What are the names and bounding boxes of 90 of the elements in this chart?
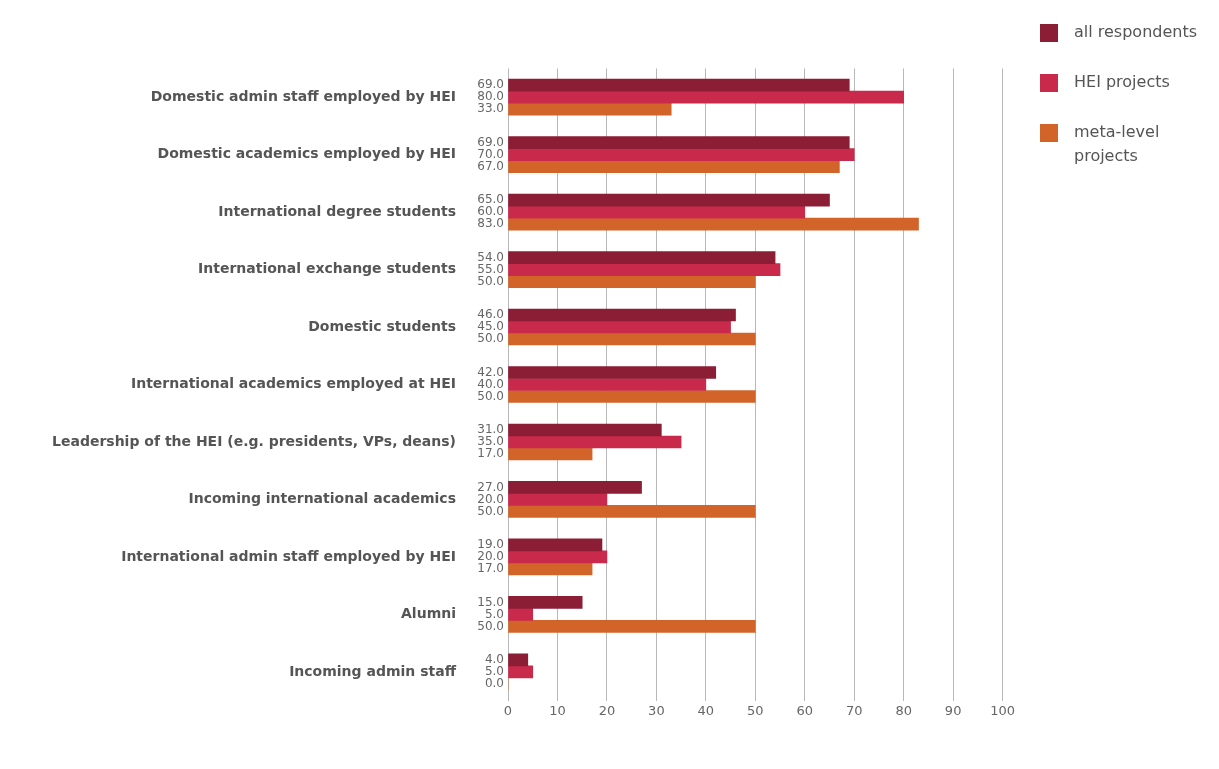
bar xyxy=(508,665,534,679)
bar xyxy=(508,308,736,322)
y-tick-label: International degree students xyxy=(218,202,456,219)
data-label: 33.0 xyxy=(477,101,504,116)
x-tick-label: 100 xyxy=(990,702,1016,718)
y-tick-label: Incoming international academics xyxy=(188,490,456,507)
y-tick-label: International academics employed at HEI xyxy=(130,375,456,392)
bar xyxy=(508,596,583,609)
x-tick-label: 50 xyxy=(747,702,764,718)
data-label: 42.0 xyxy=(477,364,504,379)
data-label: 19.0 xyxy=(477,537,504,552)
y-tick-label: International admin staff employed by HEI xyxy=(121,547,456,564)
bar xyxy=(508,148,855,161)
bar xyxy=(508,505,756,518)
x-tick-label: 60 xyxy=(796,702,814,718)
data-label: 17.0 xyxy=(477,446,504,461)
bar xyxy=(508,78,850,92)
x-tick-label: 80 xyxy=(895,702,912,718)
data-label: 50.0 xyxy=(477,388,504,403)
bar xyxy=(508,538,603,552)
data-label: 45.0 xyxy=(477,319,504,334)
y-tick-label: Domestic admin staff employed by HEI xyxy=(150,87,456,104)
data-label: 20.0 xyxy=(477,549,504,564)
data-label: 55.0 xyxy=(477,261,504,276)
bar xyxy=(508,251,776,264)
data-label: 50.0 xyxy=(477,503,504,518)
data-label: 5.0 xyxy=(484,606,504,621)
y-tick-label: Leadership of the HEI (e.g. presidents, VPs, deans) xyxy=(52,432,456,449)
y-tick-label: Domestic academics employed by HEI xyxy=(157,145,456,162)
bar xyxy=(508,275,756,288)
data-label: 20.0 xyxy=(477,491,504,506)
bar xyxy=(508,160,840,173)
bar xyxy=(508,90,905,104)
bar xyxy=(508,217,919,231)
bar xyxy=(508,205,806,219)
data-label: 5.0 xyxy=(484,663,504,678)
data-label: 15.0 xyxy=(477,594,504,609)
legend-label: meta-level projects xyxy=(1074,121,1161,167)
y-tick-label: Domestic students xyxy=(308,317,456,334)
data-label: 60.0 xyxy=(477,204,504,219)
bar xyxy=(508,366,717,379)
y-tick-label: International exchange students xyxy=(198,260,456,277)
bar xyxy=(508,447,593,461)
bar xyxy=(508,102,672,116)
bar xyxy=(508,620,756,633)
bar xyxy=(508,136,850,149)
bar xyxy=(508,390,756,403)
bar xyxy=(508,263,781,276)
bar xyxy=(508,550,608,564)
bar xyxy=(508,320,731,334)
data-label: 50.0 xyxy=(477,331,504,346)
data-label: 35.0 xyxy=(477,434,504,449)
x-tick-label: 70 xyxy=(845,702,863,718)
data-label: 40.0 xyxy=(477,376,504,391)
x-tick-label: 90 xyxy=(944,702,962,718)
bar xyxy=(508,481,642,494)
data-label: 4.0 xyxy=(484,651,504,666)
bar xyxy=(508,562,593,576)
data-label: 17.0 xyxy=(477,561,504,576)
bar xyxy=(508,332,756,346)
bar xyxy=(508,653,529,667)
bar xyxy=(508,193,830,207)
x-tick-label: 20 xyxy=(598,702,616,718)
x-tick-label: 0 xyxy=(503,702,513,718)
data-label: 50.0 xyxy=(477,618,504,633)
data-label: 69.0 xyxy=(477,134,504,149)
legend-label: all respondents xyxy=(1074,21,1198,43)
y-tick-label: Incoming admin staff xyxy=(289,662,457,679)
bar xyxy=(508,608,534,621)
data-label: 67.0 xyxy=(477,158,504,173)
y-tick-label: Alumni xyxy=(401,605,456,622)
data-label: 54.0 xyxy=(477,249,504,264)
bar xyxy=(508,493,608,506)
data-label: 27.0 xyxy=(477,479,504,494)
bar xyxy=(508,435,682,449)
data-label: 31.0 xyxy=(477,422,504,437)
data-label: 46.0 xyxy=(477,307,504,322)
bar xyxy=(508,378,707,391)
data-label: 69.0 xyxy=(477,77,504,92)
data-label: 83.0 xyxy=(477,216,504,231)
bar xyxy=(508,423,662,437)
x-tick-label: 10 xyxy=(549,702,566,718)
x-tick-label: 40 xyxy=(697,702,715,718)
data-label: 0.0 xyxy=(484,675,504,690)
data-label: 65.0 xyxy=(477,192,504,207)
data-label: 70.0 xyxy=(477,146,504,161)
data-label: 80.0 xyxy=(477,89,504,104)
legend-label: HEI projects xyxy=(1074,71,1170,93)
x-tick-label: 30 xyxy=(648,702,665,718)
data-label: 50.0 xyxy=(477,273,504,288)
